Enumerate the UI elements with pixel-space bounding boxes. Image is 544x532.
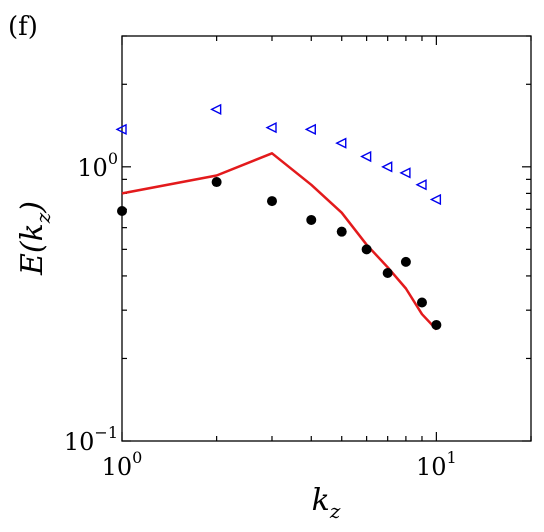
triangle-point bbox=[304, 123, 316, 135]
plot-frame bbox=[121, 35, 532, 442]
triangle-point bbox=[265, 121, 277, 134]
circle-point bbox=[400, 256, 411, 267]
circle-point bbox=[416, 297, 427, 308]
circle-point bbox=[361, 244, 372, 255]
x-tick-label: 100 bbox=[102, 448, 143, 481]
circle-point bbox=[266, 196, 277, 207]
circle-point bbox=[211, 177, 222, 188]
triangle-point bbox=[360, 150, 372, 163]
circle-point bbox=[431, 319, 442, 330]
y-axis-label: E(kz) bbox=[15, 201, 55, 276]
y-tick-label: 10−1 bbox=[64, 423, 118, 456]
triangle-point bbox=[210, 103, 222, 116]
circle-point bbox=[382, 267, 393, 278]
triangle-point bbox=[115, 123, 127, 135]
triangle-point bbox=[415, 179, 427, 191]
panel-label: (f) bbox=[8, 12, 38, 42]
triangle-point bbox=[429, 193, 442, 206]
x-axis-label: kz bbox=[312, 483, 341, 523]
circle-point bbox=[117, 206, 127, 217]
y-tick-label: 100 bbox=[77, 149, 118, 182]
series-layer bbox=[115, 103, 442, 331]
x-tick-label: 101 bbox=[416, 448, 457, 481]
circle-point bbox=[306, 214, 317, 225]
circle-point bbox=[336, 226, 347, 237]
triangle-point bbox=[399, 167, 411, 179]
triangle-point bbox=[335, 137, 347, 149]
triangle-point bbox=[381, 161, 393, 173]
red-line-series bbox=[121, 152, 438, 331]
